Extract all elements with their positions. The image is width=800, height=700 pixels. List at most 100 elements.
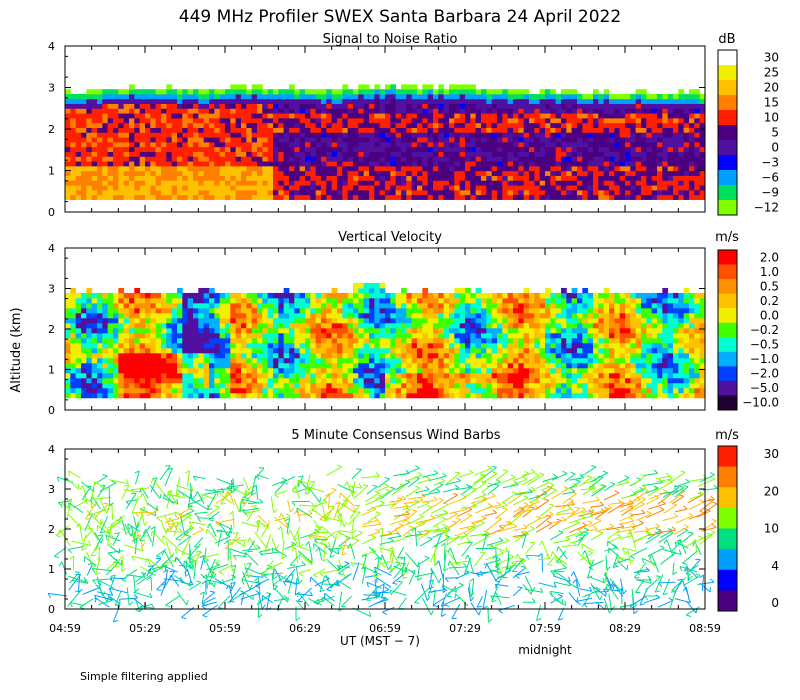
velocity-cell — [91, 327, 98, 334]
snr-cell — [529, 156, 535, 162]
snr-cell — [566, 151, 573, 157]
snr-cell — [230, 122, 237, 128]
velocity-cell — [299, 377, 306, 384]
velocity-cell — [587, 322, 594, 329]
snr-cell — [470, 93, 477, 100]
snr-cell — [545, 103, 551, 109]
velocity-cell — [486, 352, 493, 359]
velocity-cell — [129, 362, 135, 369]
snr-cell — [273, 137, 279, 143]
velocity-cell — [465, 367, 471, 374]
snr-cell — [465, 189, 471, 196]
velocity-cell — [385, 372, 391, 379]
velocity-cell — [363, 357, 370, 364]
snr-cell — [481, 132, 487, 138]
velocity-cell — [155, 327, 162, 334]
snr-cell — [155, 156, 162, 162]
snr-cell — [273, 180, 279, 186]
snr-cell — [603, 175, 610, 181]
velocity-cell — [145, 387, 151, 394]
velocity-cell — [86, 292, 93, 299]
snr-cell — [577, 93, 583, 100]
velocity-cell — [379, 337, 386, 344]
velocity-cell — [267, 357, 274, 364]
snr-cell — [438, 93, 445, 100]
snr-cell — [678, 194, 685, 200]
snr-cell — [70, 141, 77, 148]
velocity-cell — [539, 307, 546, 314]
snr-cell — [86, 189, 93, 196]
snr-cell — [561, 127, 567, 133]
snr-cell — [123, 175, 130, 181]
snr-cell — [550, 117, 557, 124]
velocity-cell — [449, 292, 455, 299]
velocity-cell — [449, 347, 455, 354]
velocity-cell — [363, 332, 370, 339]
velocity-cell — [305, 312, 311, 319]
velocity-cell — [470, 347, 477, 354]
snr-cell — [299, 189, 306, 196]
velocity-cell — [75, 357, 82, 364]
snr-cell — [651, 98, 658, 104]
velocity-cell — [187, 377, 194, 384]
snr-cell — [305, 146, 311, 152]
velocity-cell — [577, 347, 583, 354]
snr-cell — [571, 127, 578, 133]
velocity-cell — [187, 362, 194, 369]
snr-cell — [369, 108, 375, 114]
velocity-cell — [91, 372, 98, 379]
velocity-cell — [70, 292, 77, 299]
snr-cell — [305, 189, 311, 196]
snr-cell — [225, 141, 231, 148]
snr-cell — [299, 141, 306, 148]
velocity-cell — [166, 327, 173, 334]
snr-cell — [102, 93, 109, 100]
velocity-cell — [534, 312, 541, 319]
snr-cell — [102, 141, 109, 148]
velocity-cell — [449, 372, 455, 379]
snr-cell — [406, 98, 413, 104]
velocity-cell — [539, 297, 546, 304]
velocity-cell — [534, 357, 541, 364]
snr-cell — [694, 194, 701, 200]
snr-cell — [502, 117, 509, 124]
velocity-cell — [161, 342, 167, 349]
snr-cell — [363, 117, 370, 124]
snr-cell — [598, 151, 605, 157]
snr-cell — [294, 132, 301, 138]
snr-cell — [294, 113, 301, 119]
snr-cell — [353, 93, 359, 100]
snr-cell — [449, 189, 455, 196]
snr-cell — [577, 180, 583, 186]
velocity-cell — [534, 332, 541, 339]
snr-cell — [598, 132, 605, 138]
snr-cell — [454, 137, 461, 143]
snr-cell — [635, 175, 642, 181]
snr-cell — [598, 194, 605, 200]
snr-cell — [225, 156, 231, 162]
velocity-cell — [497, 332, 503, 339]
snr-cell — [619, 175, 626, 181]
snr-cell — [363, 165, 370, 172]
snr-cell — [646, 117, 653, 124]
velocity-cell — [123, 367, 130, 374]
snr-cell — [257, 185, 263, 191]
snr-cell — [662, 175, 669, 181]
velocity-cell — [523, 322, 530, 329]
snr-cell — [507, 141, 514, 148]
snr-cell — [657, 103, 663, 109]
velocity-cell — [123, 302, 130, 309]
velocity-cell — [449, 322, 455, 329]
velocity-cell — [203, 307, 210, 314]
snr-cell — [582, 127, 589, 133]
snr-cell — [395, 122, 402, 128]
velocity-cell — [475, 287, 482, 294]
velocity-cell — [70, 307, 77, 314]
velocity-cell — [545, 322, 551, 329]
snr-cell — [561, 180, 567, 186]
snr-cell — [433, 137, 439, 143]
velocity-cell — [198, 392, 205, 399]
velocity-cell — [161, 372, 167, 379]
velocity-cell — [123, 377, 130, 384]
snr-cell — [118, 151, 125, 157]
